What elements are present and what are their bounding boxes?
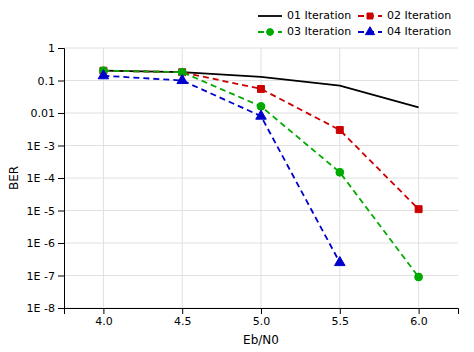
y-tick-label: 1E -8 [27,302,55,315]
series-marker [98,70,109,79]
y-tick: 1E -7 [27,270,64,283]
y-tick-mark [58,211,64,212]
x-tick-label: 4.5 [174,315,192,328]
y-tick-label: 1E -5 [27,205,55,218]
y-tick: 0.01 [31,107,65,120]
y-tick: 1E -8 [27,302,64,315]
y-tick-mark [58,113,64,114]
y-tick: 1E -4 [27,172,64,185]
x-tick-label: 4.0 [95,315,113,328]
y-tick-label: 1E -4 [27,172,55,185]
legend-item: 04 Iteration [358,25,451,38]
x-tick: 5.5 [332,308,350,328]
series-marker [415,273,423,281]
y-tick-mark [58,48,64,49]
series-line [103,71,418,277]
grid-line-y [64,80,458,81]
x-axis: 4.0 4.5 5.0 5.5 6.0 [65,308,459,328]
x-tick: 6.0 [410,308,428,328]
y-tick: 1 [48,42,64,55]
legend-item: 01 Iteration [258,9,351,22]
x-tick: 4.5 [174,308,192,328]
y-axis-line [58,49,65,309]
series-marker [256,110,267,119]
series-line [103,71,418,108]
series-marker [177,74,188,83]
y-tick-label: 1 [48,42,55,55]
legend-label: 04 Iteration [387,25,451,38]
grid-line-y [64,48,458,49]
series [100,67,422,212]
legend-swatch-marker [365,27,374,35]
x-tick-label: 6.0 [410,315,428,328]
x-tick-label: 5.5 [332,315,350,328]
y-tick: 1E -3 [27,140,64,153]
x-tick: 4.0 [95,308,113,328]
y-tick-label: 1E -6 [27,237,55,250]
x-tick-mark [261,308,262,314]
x-axis-line [65,309,459,315]
grid-line-y [64,243,458,244]
grid-line-y [64,145,458,146]
y-tick-label: 0.1 [38,75,56,88]
legend-item: 02 Iteration [358,9,451,22]
grid-line-y [64,210,458,211]
legend-swatch-marker [267,29,274,36]
x-tick: 5.0 [253,308,271,328]
y-tick-mark [58,146,64,147]
y-tick: 0.1 [38,75,65,88]
chart: 4.0 4.5 5.0 5.5 6.0 1E -8 1E -7 1E -6 1E -5 1E -4… [0,0,474,352]
y-tick-mark [58,81,64,82]
series-marker [415,206,422,213]
series-marker [336,127,343,134]
series-marker [335,256,346,265]
x-tick-mark [103,308,104,314]
y-tick-label: 1E -7 [27,270,55,283]
series-marker [258,85,265,92]
series [99,67,422,281]
x-tick-mark [340,308,341,314]
legend-label: 02 Iteration [387,9,451,22]
grid-line-y [64,275,458,276]
legend-swatch [258,15,282,17]
y-tick: 1E -6 [27,237,64,250]
x-tick-mark [419,308,420,314]
y-tick-mark [58,243,64,244]
y-tick-label: 0.01 [31,107,56,120]
series [98,70,345,266]
y-tick-mark [58,276,64,277]
series-line [103,76,339,263]
legend-item: 03 Iteration [258,25,351,38]
series [103,71,418,108]
x-axis-title: Eb/N0 [243,333,279,347]
plot-area: 4.0 4.5 5.0 5.5 6.0 1E -8 1E -7 1E -6 1E -5 1E -4… [27,42,459,328]
y-tick-mark [58,178,64,179]
x-tick-mark [182,308,183,314]
marks [98,67,422,281]
x-tick-label: 5.0 [253,315,271,328]
y-tick: 1E -5 [27,205,64,218]
legend-swatch-marker [367,13,373,19]
grid [64,48,458,308]
y-tick-label: 1E -3 [27,140,55,153]
legend-label: 03 Iteration [287,25,351,38]
series-marker [336,168,344,176]
legend: 01 Iteration 02 Iteration 03 Iteration 04 I… [258,9,451,38]
y-tick-mark [58,308,64,309]
y-axis-title: BER [7,166,21,190]
y-axis: 1E -8 1E -7 1E -6 1E -5 1E -4 1E -3 0.01 0.1 1 [27,42,65,315]
series-line [103,71,418,209]
grid-line-y [64,178,458,179]
legend-label: 01 Iteration [287,9,351,22]
